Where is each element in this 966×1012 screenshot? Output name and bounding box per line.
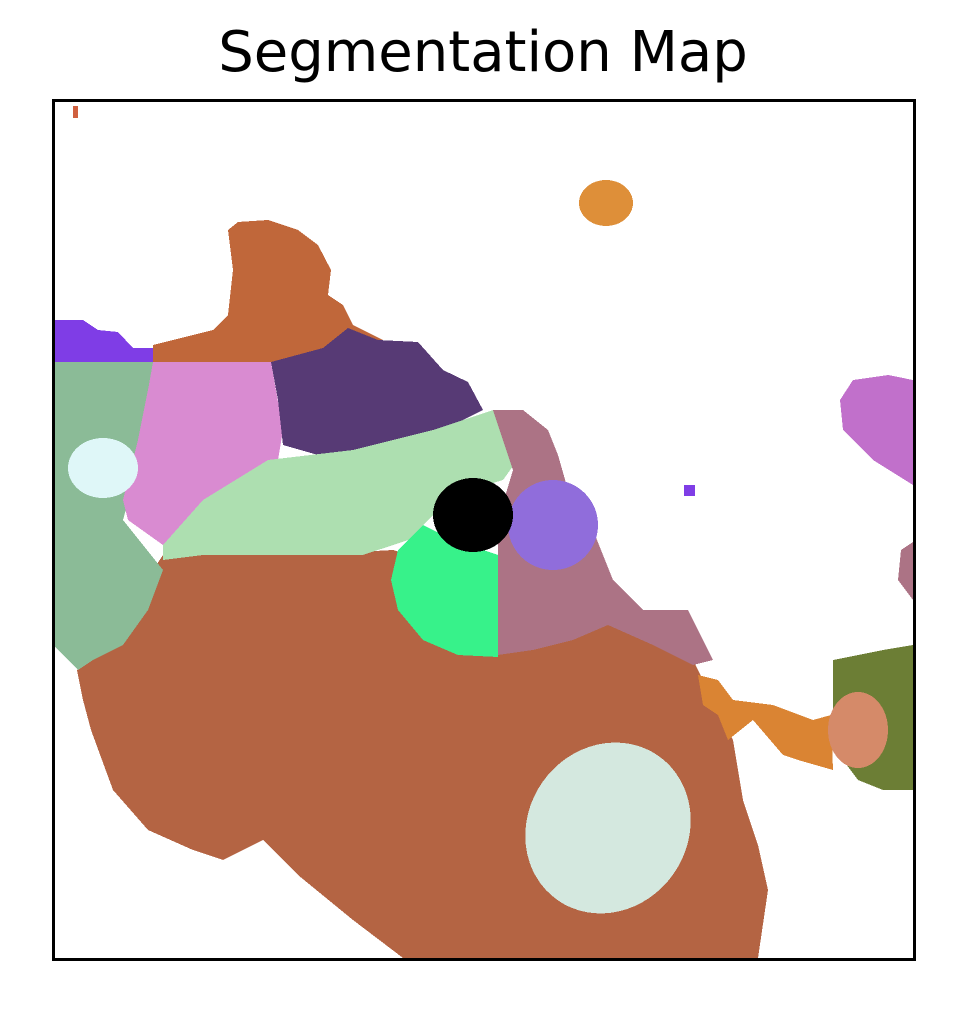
segment-pale-cyan (68, 438, 138, 498)
segment-black (433, 478, 513, 552)
segment-mauve-right (898, 542, 913, 600)
segment-pink (123, 362, 283, 545)
segment-orange-top (579, 180, 633, 226)
segment-light-green (163, 410, 521, 560)
segment-mauve (493, 410, 713, 665)
segment-orange-dark (698, 675, 833, 770)
segment-sage (53, 362, 163, 670)
segment-bright-green (391, 525, 498, 657)
segment-salmon (828, 692, 888, 768)
segment-purple-dark (271, 328, 483, 455)
segment-violet (53, 320, 153, 362)
segment-lavender (508, 480, 598, 570)
segment-violet-speck (684, 485, 695, 496)
segmentation-map (53, 100, 913, 958)
segment-pale-green (525, 742, 691, 914)
segment-brown-top (153, 220, 393, 362)
segment-magenta (840, 375, 913, 485)
map-title: Segmentation Map (218, 20, 748, 85)
segment-red-speck (73, 106, 78, 118)
